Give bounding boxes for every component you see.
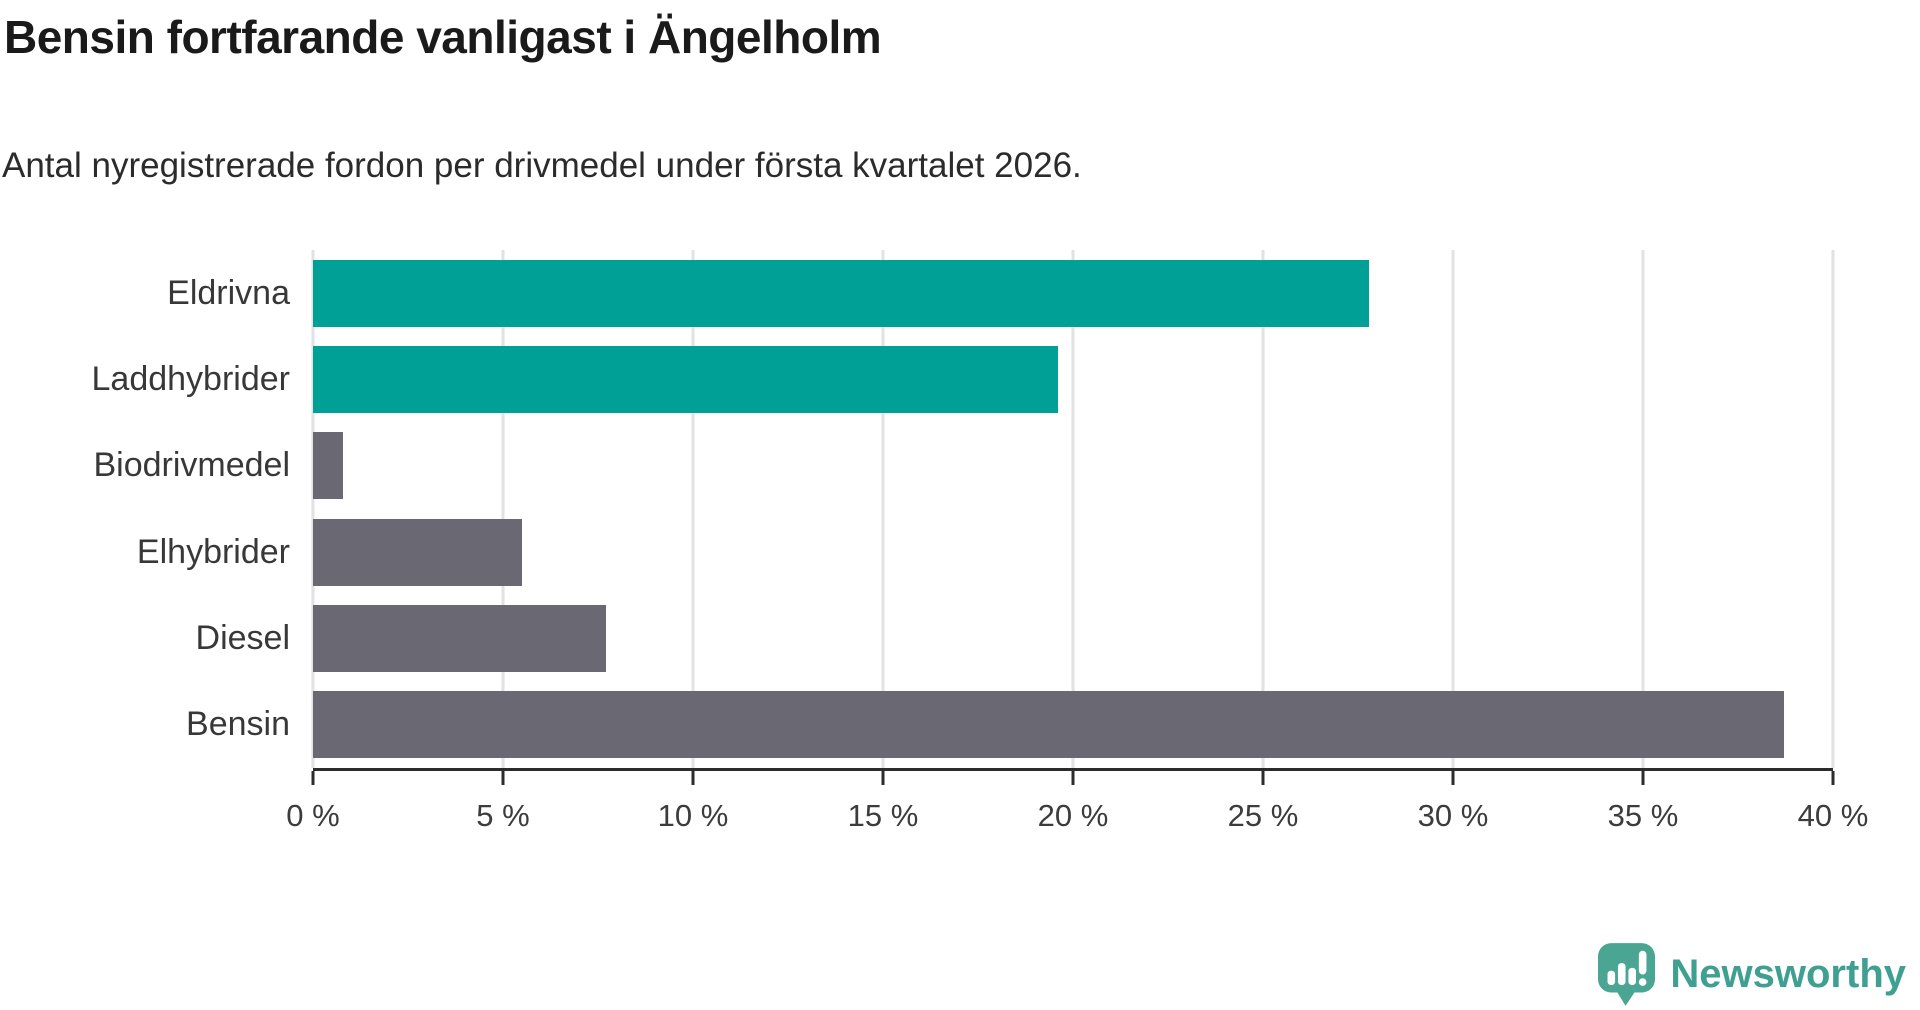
x-axis-tick bbox=[501, 771, 505, 785]
plot-area: 0 % 5 % 10 % 15 % 20 % 25 % 30 % 35 % 40 % bbox=[286, 250, 1868, 833]
category-label: Eldrivna bbox=[167, 273, 290, 312]
x-axis-tick-label: 25 % bbox=[1227, 798, 1299, 833]
x-axis-tick-label: 15 % bbox=[847, 798, 919, 833]
bar bbox=[313, 432, 344, 500]
x-axis-tick bbox=[691, 771, 695, 785]
category-label: Diesel bbox=[195, 618, 290, 657]
x-axis-tick bbox=[1071, 771, 1075, 785]
gridline bbox=[311, 250, 315, 768]
x-axis-tick-label: 20 % bbox=[1037, 798, 1109, 833]
bar bbox=[313, 259, 1370, 327]
gridline bbox=[691, 250, 695, 768]
gridline bbox=[1261, 250, 1265, 768]
category-label: Bensin bbox=[186, 705, 290, 744]
x-axis-tick-label: 30 % bbox=[1417, 798, 1489, 833]
category-label: Biodrivmedel bbox=[93, 446, 290, 485]
x-axis-tick bbox=[1261, 771, 1265, 785]
newsworthy-logo-icon bbox=[1598, 943, 1656, 1006]
x-axis-tick bbox=[881, 771, 885, 785]
gridline bbox=[501, 250, 505, 768]
x-axis-tick-label: 5 % bbox=[476, 798, 530, 833]
gridline bbox=[1451, 250, 1455, 768]
gridline bbox=[1641, 250, 1645, 768]
bar bbox=[313, 518, 522, 586]
newsworthy-branding: Newsworthy bbox=[1598, 943, 1906, 1006]
bar bbox=[313, 691, 1784, 759]
category-label: Elhybrider bbox=[136, 532, 290, 571]
x-axis-tick-label: 0 % bbox=[286, 798, 340, 833]
chart-subtitle: Antal nyregistrerade fordon per drivmede… bbox=[2, 146, 1082, 185]
bar bbox=[313, 605, 606, 672]
chart-title: Bensin fortfarande vanligast i Ängelholm bbox=[4, 11, 882, 63]
gridline bbox=[1831, 250, 1835, 768]
x-axis-tick-label: 35 % bbox=[1607, 798, 1679, 833]
bar-chart: Eldrivna Laddhybrider Biodrivmedel Elhybrid… bbox=[0, 250, 1920, 870]
category-label: Laddhybrider bbox=[91, 359, 290, 398]
x-axis-tick bbox=[1831, 771, 1835, 785]
x-axis-tick bbox=[1641, 771, 1645, 785]
bar bbox=[313, 346, 1058, 413]
x-axis-tick bbox=[1451, 771, 1455, 785]
x-axis-tick-label: 10 % bbox=[657, 798, 729, 833]
x-axis-tick bbox=[311, 771, 315, 785]
newsworthy-wordmark: Newsworthy bbox=[1670, 952, 1906, 996]
x-axis-tick-label: 40 % bbox=[1797, 798, 1869, 833]
gridline bbox=[881, 250, 885, 768]
gridline bbox=[1071, 250, 1075, 768]
y-axis-category-labels: Eldrivna Laddhybrider Biodrivmedel Elhybrid… bbox=[0, 250, 313, 768]
